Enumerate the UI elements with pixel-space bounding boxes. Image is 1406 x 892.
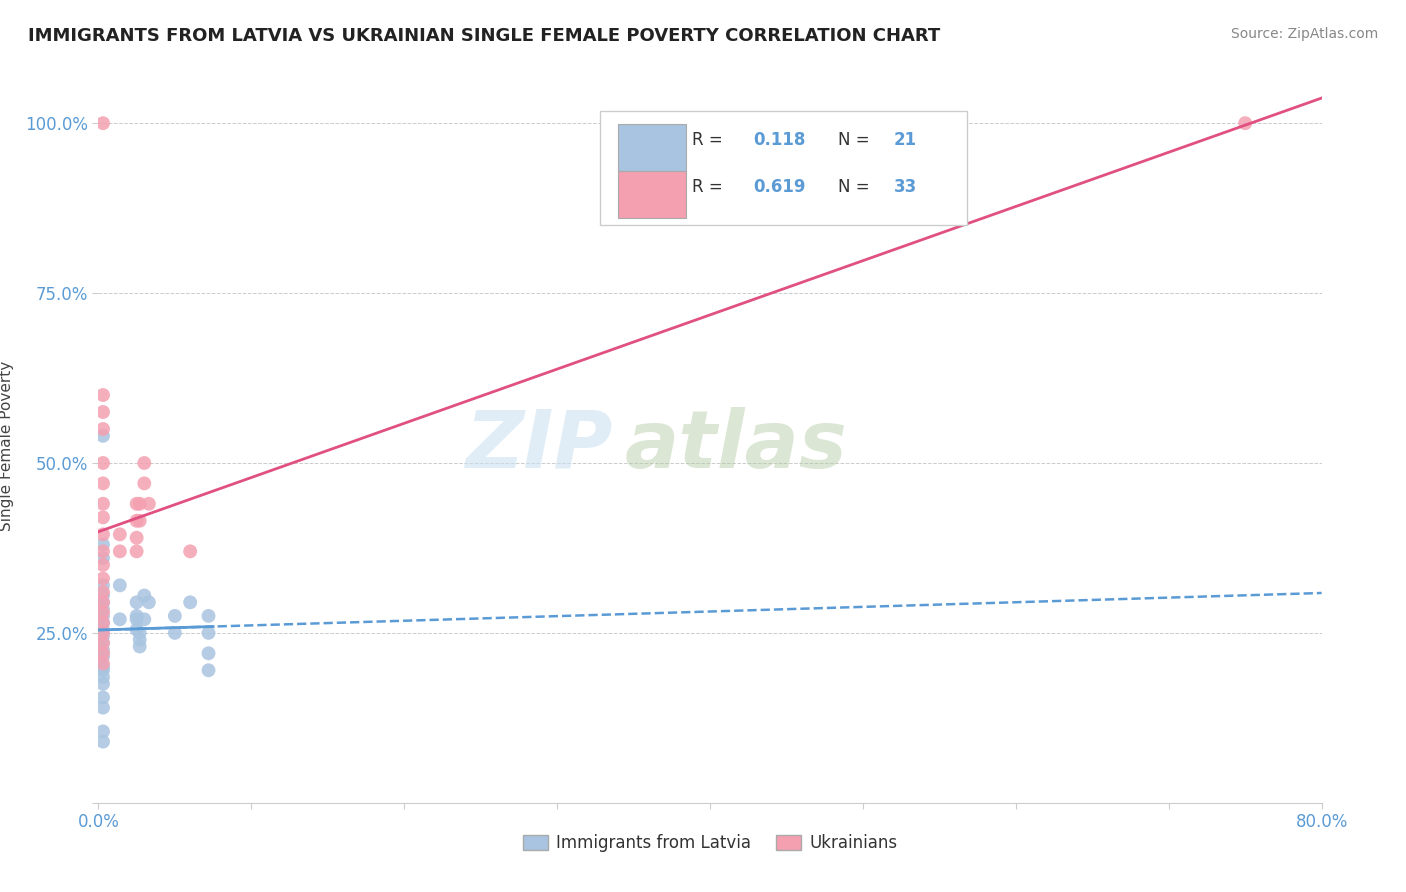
Point [91, 429, 114, 443]
Point [138, 595, 160, 609]
Point [197, 608, 219, 623]
Point [91, 608, 114, 623]
Text: R =: R = [692, 131, 728, 149]
Point [108, 578, 131, 592]
Point [91, 476, 114, 491]
Point [91, 558, 114, 572]
Point [125, 595, 148, 609]
Point [125, 514, 148, 528]
Point [91, 677, 114, 691]
Point [138, 497, 160, 511]
Point [91, 595, 114, 609]
Point [91, 615, 114, 630]
Text: atlas: atlas [624, 407, 848, 485]
Point [125, 612, 148, 626]
Point [91, 527, 114, 541]
Point [91, 649, 114, 664]
Point [134, 476, 156, 491]
Text: 0.619: 0.619 [752, 178, 806, 196]
Legend: Immigrants from Latvia, Ukrainians: Immigrants from Latvia, Ukrainians [516, 828, 904, 859]
Text: Source: ZipAtlas.com: Source: ZipAtlas.com [1230, 27, 1378, 41]
Point [91, 623, 114, 637]
Point [91, 585, 114, 599]
Point [125, 544, 148, 558]
Point [128, 514, 150, 528]
Point [163, 608, 186, 623]
Point [1234, 116, 1257, 130]
Point [134, 456, 156, 470]
Text: 0.118: 0.118 [752, 131, 806, 149]
Text: 33: 33 [894, 178, 917, 196]
Point [91, 456, 114, 470]
Point [91, 636, 114, 650]
Point [91, 615, 114, 630]
Point [125, 623, 148, 637]
Point [108, 612, 131, 626]
FancyBboxPatch shape [619, 124, 686, 170]
Point [197, 663, 219, 677]
Point [91, 646, 114, 660]
Point [125, 531, 148, 545]
Point [91, 537, 114, 551]
Point [91, 670, 114, 684]
Point [91, 700, 114, 714]
Point [128, 626, 150, 640]
Point [125, 608, 148, 623]
Point [91, 657, 114, 671]
Text: IMMIGRANTS FROM LATVIA VS UKRAINIAN SINGLE FEMALE POVERTY CORRELATION CHART: IMMIGRANTS FROM LATVIA VS UKRAINIAN SING… [28, 27, 941, 45]
Text: R =: R = [692, 178, 728, 196]
Point [179, 544, 201, 558]
Text: N =: N = [838, 131, 876, 149]
Point [91, 734, 114, 748]
Point [91, 660, 114, 674]
Point [91, 551, 114, 566]
Point [108, 544, 131, 558]
Point [91, 578, 114, 592]
Point [91, 606, 114, 620]
Point [91, 636, 114, 650]
Point [197, 646, 219, 660]
Text: N =: N = [838, 178, 876, 196]
Point [91, 629, 114, 643]
Point [91, 589, 114, 603]
Point [91, 626, 114, 640]
Point [91, 422, 114, 436]
Point [128, 632, 150, 647]
Point [197, 626, 219, 640]
Point [91, 595, 114, 609]
Point [91, 690, 114, 705]
Point [91, 388, 114, 402]
Point [91, 663, 114, 677]
FancyBboxPatch shape [600, 111, 967, 225]
Point [91, 643, 114, 657]
Point [91, 510, 114, 524]
Point [91, 724, 114, 739]
FancyBboxPatch shape [619, 171, 686, 218]
Point [134, 612, 156, 626]
Point [163, 626, 186, 640]
Point [91, 116, 114, 130]
Point [179, 595, 201, 609]
Point [108, 527, 131, 541]
Point [125, 497, 148, 511]
Point [91, 572, 114, 586]
Point [91, 602, 114, 616]
Point [134, 589, 156, 603]
Point [128, 497, 150, 511]
Y-axis label: Single Female Poverty: Single Female Poverty [0, 361, 14, 531]
Point [91, 544, 114, 558]
Point [91, 405, 114, 419]
Text: 21: 21 [894, 131, 917, 149]
Text: ZIP: ZIP [465, 407, 612, 485]
Point [128, 640, 150, 654]
Point [91, 497, 114, 511]
